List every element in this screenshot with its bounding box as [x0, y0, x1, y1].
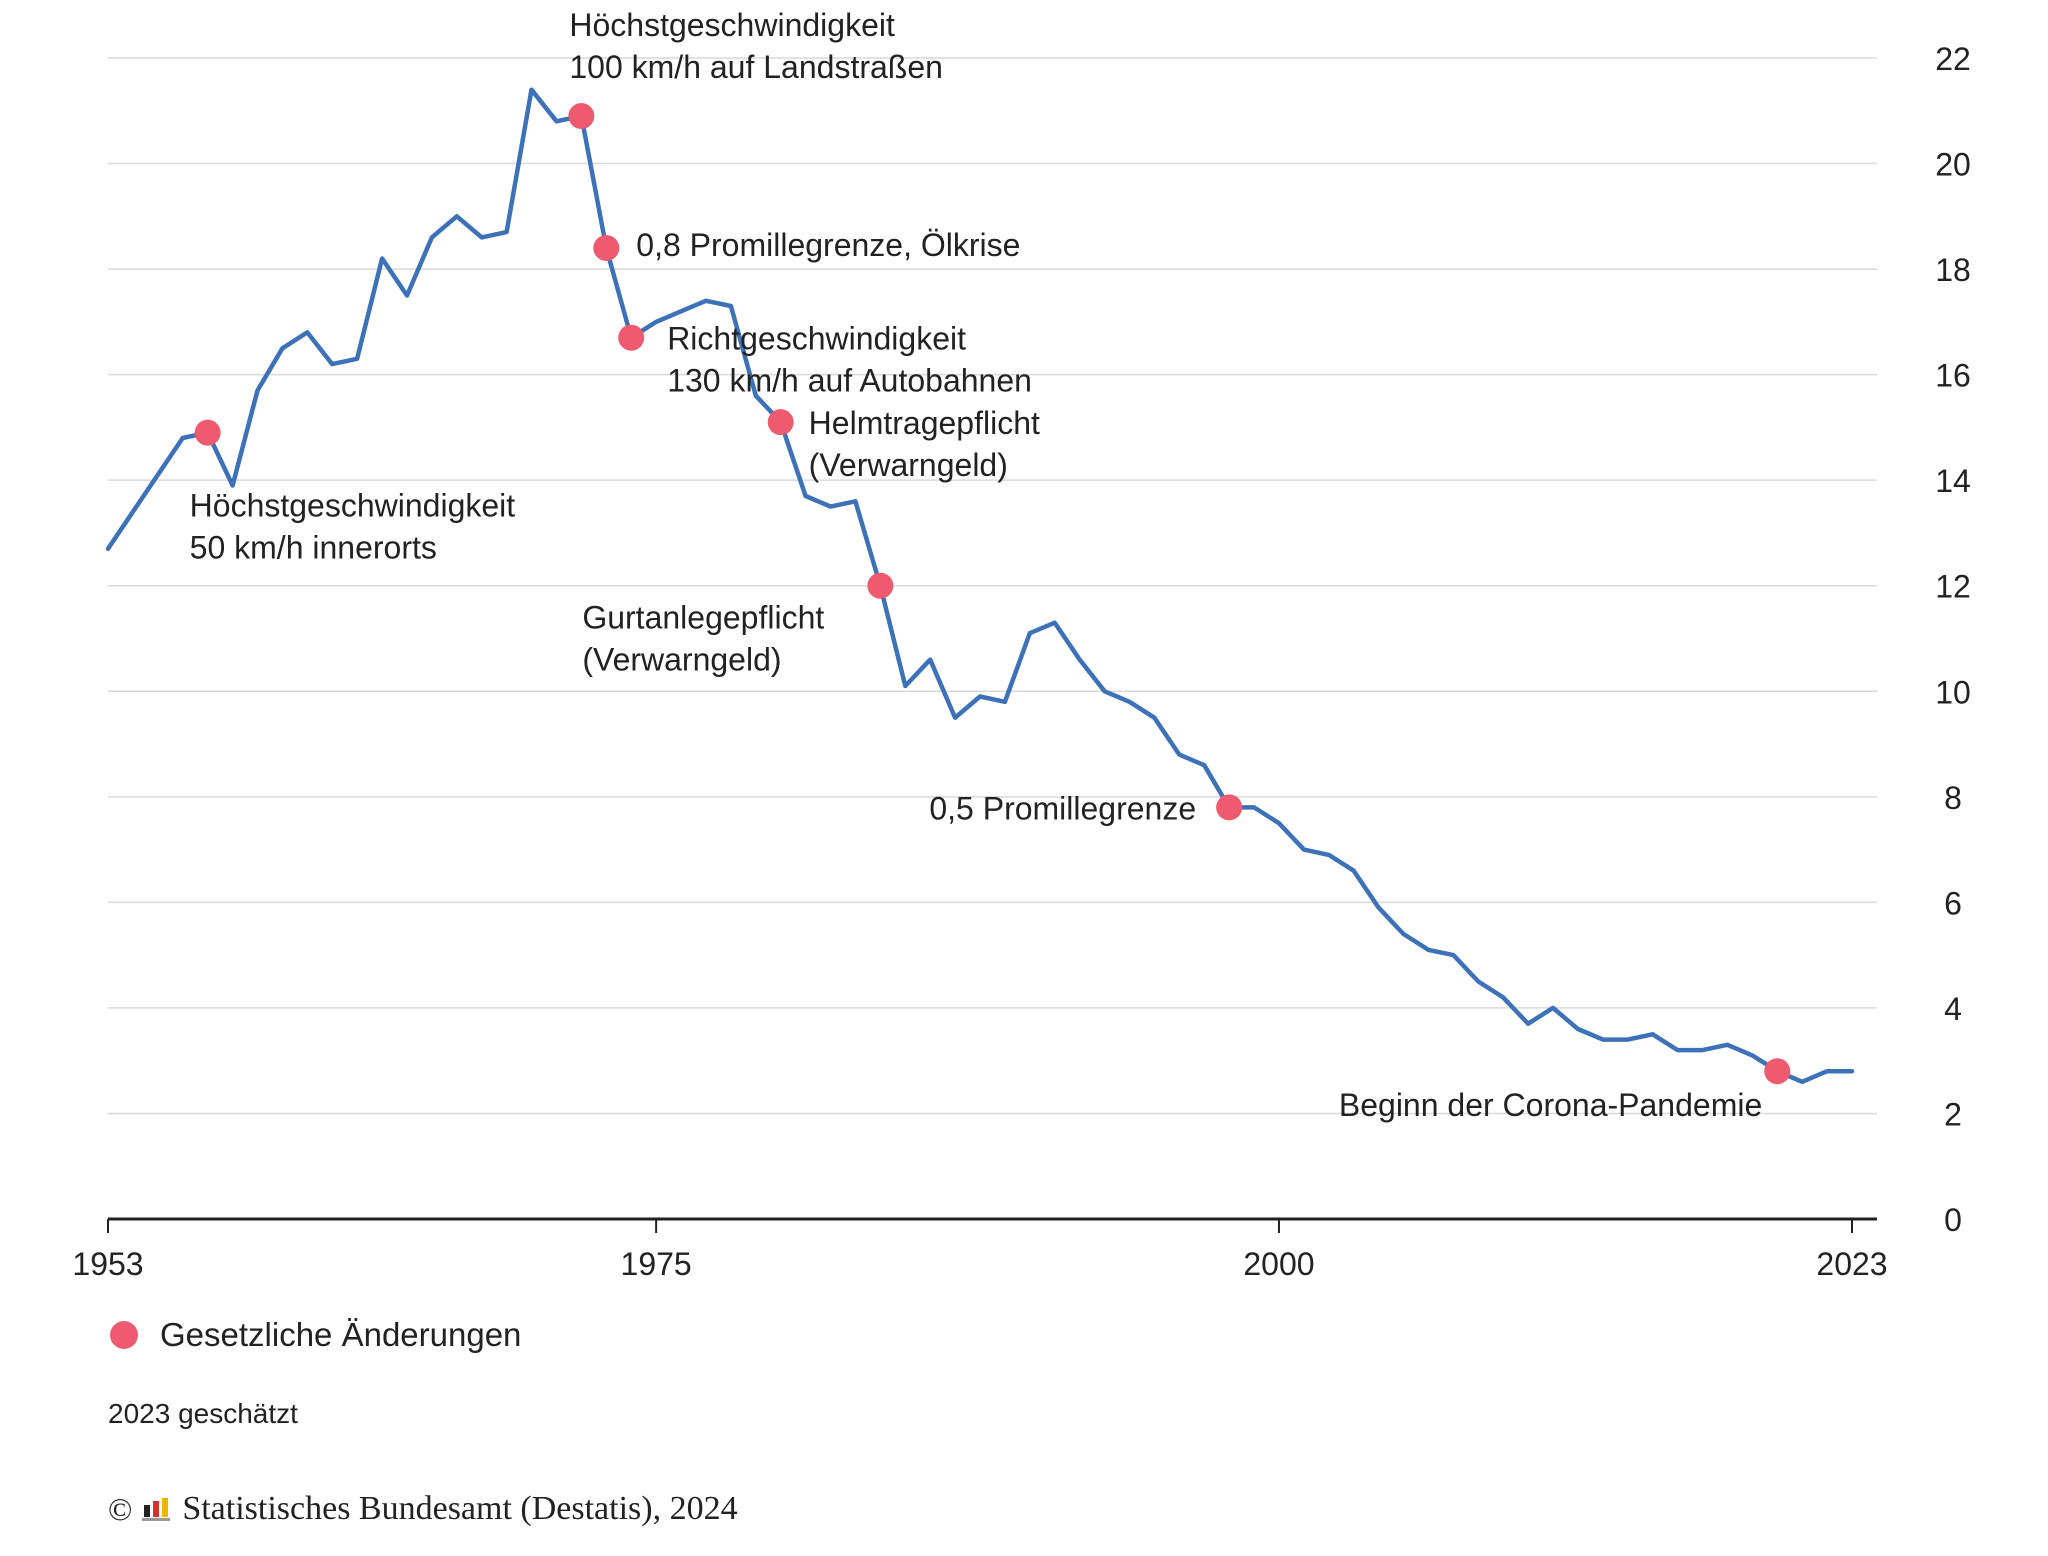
y-tick-label: 12 [1935, 569, 1971, 605]
chart: 0 2 4 6 8 10 12 14 16 18 20 22 1953 1975 2000 2023 Höc… [72, 7, 1971, 1282]
y-tick-label: 10 [1935, 674, 1971, 710]
legend: Gesetzliche Änderungen [110, 1316, 521, 1354]
source-text: Statistisches Bundesamt (Destatis), 2024 [182, 1490, 738, 1527]
event-markers [194, 103, 1791, 1085]
event-label: Höchstgeschwindigkeit 50 km/h innerorts [190, 488, 516, 566]
y-tick-label: 0 [1944, 1202, 1962, 1238]
event-annotations: Höchstgeschwindigkeit 50 km/h innerortsHö… [190, 7, 1763, 1123]
event-label: 0,5 Promillegrenze [929, 790, 1196, 826]
event-label-line: 0,5 Promillegrenze [929, 790, 1196, 826]
destatis-logo-icon [142, 1498, 171, 1521]
x-axis: 1953 1975 2000 2023 [72, 1217, 1888, 1282]
x-tick-label: 1953 [72, 1246, 143, 1282]
event-label-line: (Verwarngeld) [582, 642, 781, 678]
event-label-line: Helmtragepflicht [809, 405, 1040, 441]
event-label-line: 0,8 Promillegrenze, Ölkrise [636, 227, 1020, 263]
y-tick-label: 2 [1944, 1096, 1962, 1132]
y-tick-label: 20 [1935, 147, 1971, 183]
x-tick-label: 2000 [1243, 1246, 1314, 1282]
y-tick-label: 14 [1935, 463, 1971, 499]
y-axis: 0 2 4 6 8 10 12 14 16 18 20 22 [1935, 41, 1971, 1238]
y-tick-label: 8 [1944, 780, 1962, 816]
footnote: 2023 geschätzt [108, 1398, 298, 1429]
event-label-line: Gurtanlegepflicht [582, 600, 824, 636]
event-label: Beginn der Corona-Pandemie [1339, 1087, 1762, 1123]
y-tick-label: 16 [1935, 358, 1971, 394]
event-label-line: 100 km/h auf Landstraßen [569, 49, 943, 85]
event-label-line: Höchstgeschwindigkeit [569, 7, 895, 43]
copyright-symbol: © [108, 1490, 133, 1527]
legend-marker [110, 1321, 138, 1349]
series [105, 87, 1855, 1085]
event-marker [1216, 794, 1243, 821]
event-label-line: (Verwarngeld) [809, 447, 1008, 483]
event-label: Gurtanlegepflicht (Verwarngeld) [582, 600, 824, 678]
source-credit: © Statistisches Bundesamt (Destatis), 20… [108, 1490, 738, 1528]
event-label-line: 130 km/h auf Autobahnen [667, 363, 1032, 399]
x-tick-label: 1975 [621, 1246, 692, 1282]
event-label: Helmtragepflicht (Verwarngeld) [809, 405, 1040, 483]
event-marker [618, 324, 645, 351]
y-tick-label: 22 [1935, 41, 1971, 77]
legend-label: Gesetzliche Änderungen [160, 1316, 522, 1353]
event-marker [568, 103, 595, 130]
event-marker [767, 409, 794, 436]
grid-lines [108, 57, 1877, 1115]
y-tick-label: 4 [1944, 991, 1962, 1027]
event-label-line: 50 km/h innerorts [190, 530, 437, 566]
event-label-line: Richtgeschwindigkeit [667, 321, 966, 357]
event-label: Richtgeschwindigkeit 130 km/h auf Autobah… [667, 321, 1032, 399]
event-label-line: Höchstgeschwindigkeit [190, 488, 516, 524]
series-line [105, 87, 1855, 1085]
y-tick-label: 18 [1935, 252, 1971, 288]
event-marker [593, 234, 620, 261]
event-marker [1764, 1058, 1791, 1085]
event-marker [867, 572, 894, 599]
event-label: Höchstgeschwindigkeit 100 km/h auf Landst… [569, 7, 943, 85]
y-tick-label: 6 [1944, 885, 1962, 921]
event-marker [194, 419, 221, 446]
x-tick-label: 2023 [1816, 1246, 1887, 1282]
event-label: 0,8 Promillegrenze, Ölkrise [636, 227, 1020, 263]
event-label-line: Beginn der Corona-Pandemie [1339, 1087, 1762, 1123]
